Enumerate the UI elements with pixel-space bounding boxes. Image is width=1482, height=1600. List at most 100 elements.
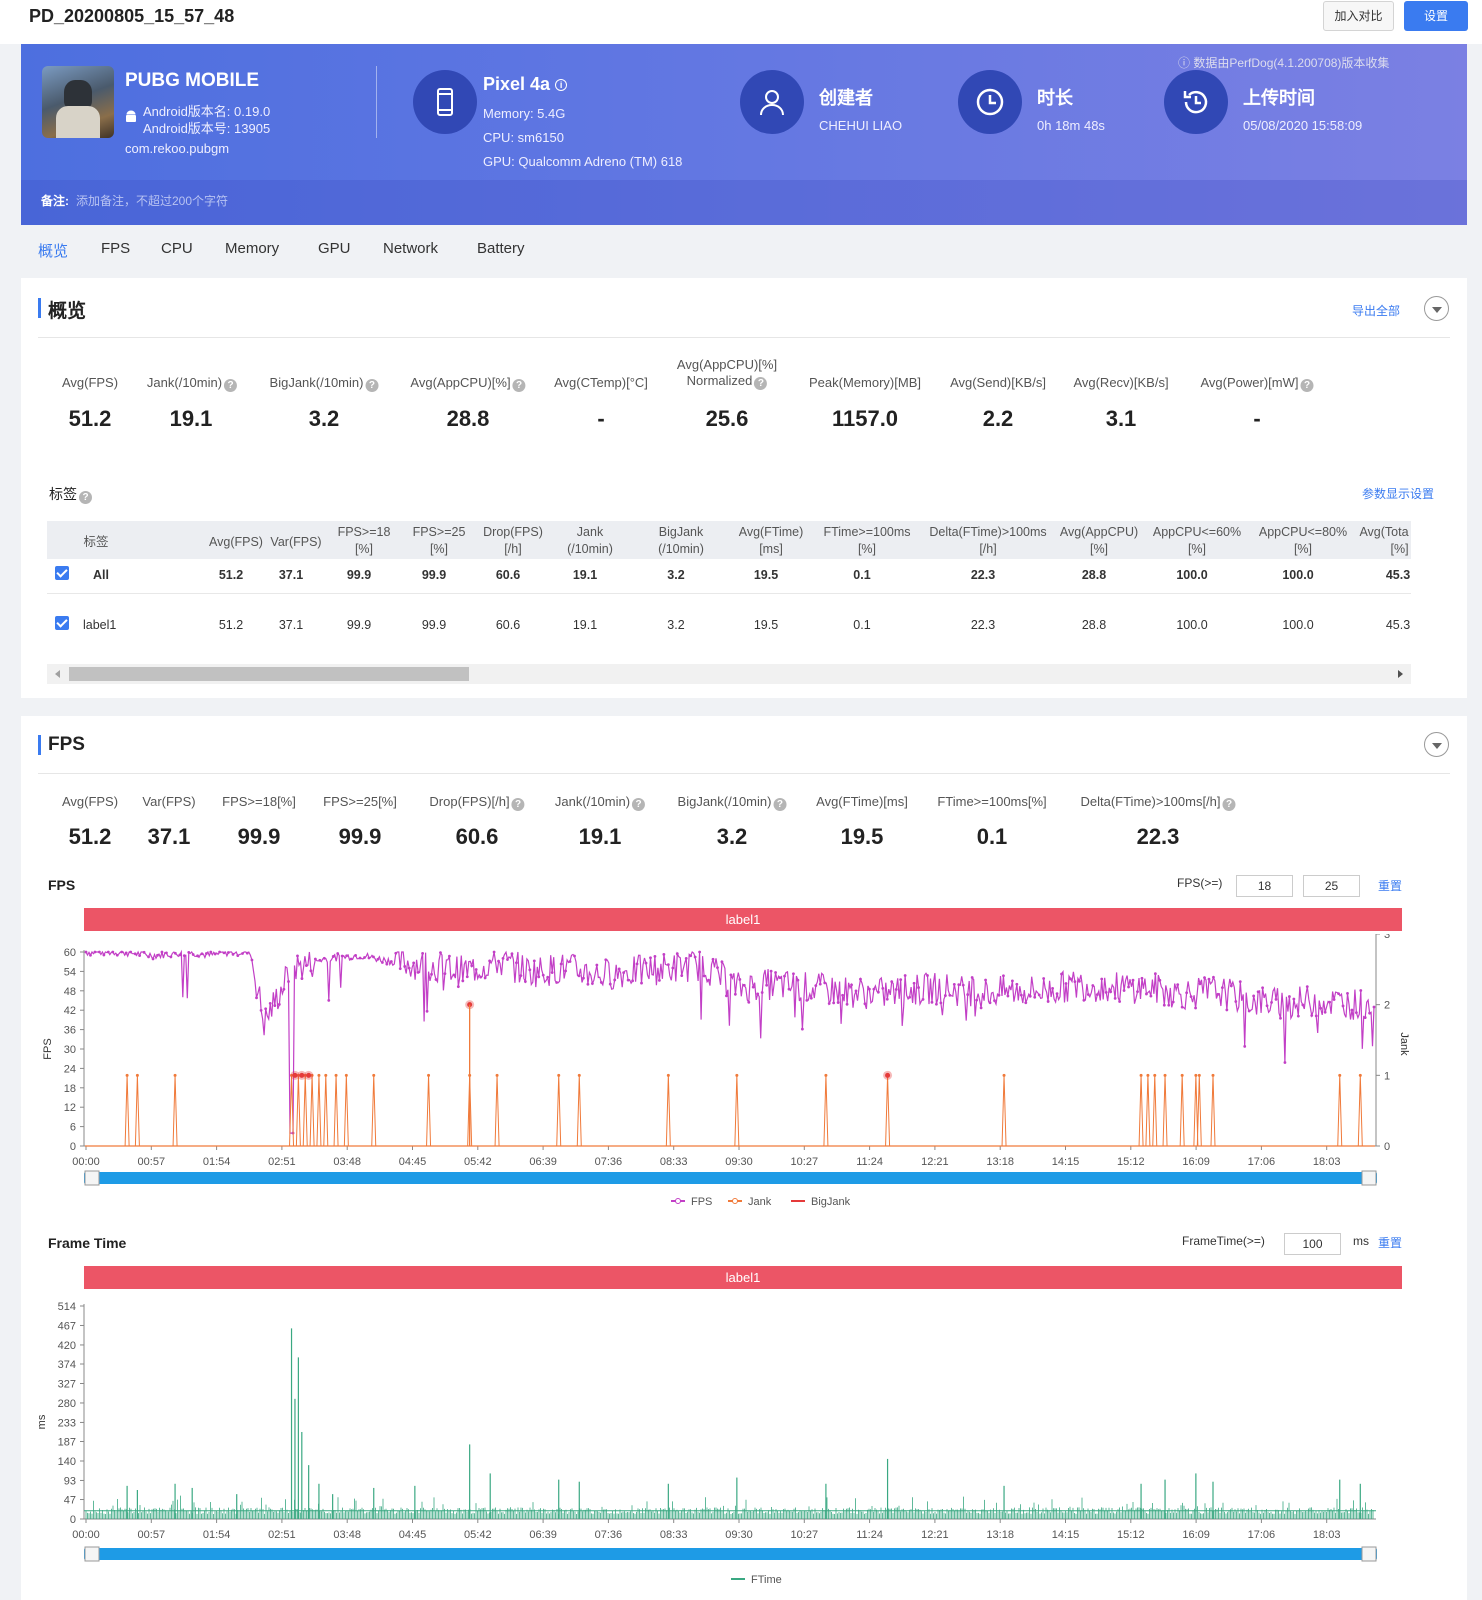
fps-point — [474, 968, 478, 971]
fps-point — [1279, 1016, 1282, 1020]
fps-point — [774, 971, 777, 974]
fps-point — [213, 952, 217, 956]
frametime-threshold-input[interactable]: 100 — [1284, 1233, 1341, 1255]
collapse-toggle-icon[interactable] — [1424, 732, 1449, 757]
device-info-icon[interactable]: i — [555, 79, 568, 91]
help-icon[interactable]: ? — [632, 798, 646, 811]
fps-point — [416, 970, 420, 974]
fps-point — [532, 959, 536, 963]
column-header: Var(FPS) — [270, 535, 322, 549]
x-tick-label: 13:18 — [986, 1156, 1014, 1168]
fps-point — [1176, 983, 1180, 987]
x-tick-label: 16:09 — [1182, 1156, 1210, 1168]
jank-spike — [343, 1075, 349, 1147]
export-all-link[interactable]: 导出全部 — [1352, 304, 1401, 318]
row-divider — [47, 593, 1411, 594]
tab-memory[interactable]: Memory — [225, 240, 280, 257]
y-tick-label: 42 — [64, 1005, 76, 1017]
source-note: ⓘ 数据由PerfDog(4.1.200708)版本收集 — [1178, 56, 1390, 70]
bigjank-marker — [299, 1072, 305, 1078]
x-tick-label: 06:39 — [529, 1156, 557, 1168]
y-tick-label: 514 — [58, 1301, 76, 1313]
fps-point — [729, 973, 733, 977]
fps-point — [389, 960, 393, 963]
help-icon[interactable]: ? — [79, 491, 92, 504]
fps-point — [1203, 976, 1206, 980]
fps-point — [568, 960, 572, 963]
metric-label: Delta(FTime)>100ms[/h]? — [1080, 794, 1236, 811]
fps-point — [483, 976, 487, 980]
fps-point — [671, 966, 675, 970]
tab-network[interactable]: Network — [383, 240, 439, 257]
cell: 100.0 — [1282, 568, 1314, 582]
fps-threshold-1-input[interactable]: 18 — [1236, 875, 1293, 897]
help-icon[interactable]: ? — [773, 798, 787, 811]
fps-point — [1046, 1000, 1050, 1003]
help-icon[interactable]: ? — [754, 377, 768, 390]
fps-point — [658, 978, 661, 982]
collapse-toggle-icon[interactable] — [1424, 296, 1449, 321]
fps-reset-link[interactable]: 重置 — [1378, 879, 1403, 893]
help-icon[interactable]: ? — [1300, 379, 1314, 392]
x-tick-label: 14:15 — [1052, 1156, 1080, 1168]
jank-spike — [1196, 1075, 1202, 1147]
y-tick-label: 0 — [70, 1141, 76, 1153]
table-horizontal-scrollbar[interactable] — [47, 664, 1411, 684]
metric-label: Avg(AppCPU)[%] Normalized? — [676, 357, 778, 390]
fps-point — [988, 1001, 992, 1005]
param-settings-link[interactable]: 参数显示设置 — [1362, 487, 1435, 501]
fps-point — [120, 950, 124, 954]
help-icon[interactable]: ? — [511, 798, 525, 811]
tab-battery[interactable]: Battery — [477, 240, 525, 257]
y-tick-label: 47 — [64, 1495, 76, 1507]
fps-point — [501, 956, 505, 960]
scroll-right-icon[interactable] — [1398, 670, 1403, 678]
fps-point — [1118, 1000, 1122, 1003]
jank-spike — [556, 1075, 562, 1147]
x-tick-label: 11:24 — [856, 1156, 883, 1168]
help-icon[interactable]: ? — [224, 379, 238, 392]
fps-point — [1145, 992, 1148, 996]
jank-point — [1163, 1073, 1167, 1077]
y-tick-label: 6 — [70, 1122, 76, 1134]
jank-spike — [1145, 1075, 1151, 1147]
frametime-label-bar[interactable]: label1 — [84, 1266, 1402, 1289]
fps-point — [1006, 994, 1010, 998]
settings-button[interactable]: 设置 — [1404, 1, 1468, 31]
column-header: FPS>=18 [%] — [337, 525, 391, 556]
frametime-reset-link[interactable]: 重置 — [1378, 1236, 1403, 1250]
fps-label-bar[interactable]: label1 — [84, 908, 1402, 931]
row-checkbox[interactable] — [55, 616, 69, 630]
scroll-left-icon[interactable] — [55, 670, 60, 678]
help-icon[interactable]: ? — [1222, 798, 1236, 811]
fps-point — [1301, 1003, 1305, 1007]
help-icon[interactable]: ? — [512, 379, 526, 392]
fps-point — [182, 954, 186, 958]
add-compare-button[interactable]: 加入对比 — [1323, 1, 1394, 31]
help-icon[interactable]: ? — [365, 379, 379, 392]
x-tick-label: 17:06 — [1248, 1529, 1276, 1541]
y2-tick-label: 2 — [1384, 1000, 1390, 1012]
cell: 51.2 — [218, 568, 244, 582]
fps-point — [331, 955, 335, 958]
fps-point — [850, 983, 853, 987]
tab-cpu[interactable]: CPU — [161, 240, 193, 257]
device-name: Pixel 4a i — [483, 74, 568, 95]
fps-point — [966, 993, 970, 996]
remark-input[interactable]: 添加备注，不超过200个字符 — [76, 194, 229, 208]
jank-spike — [885, 1075, 891, 1147]
tab-fps[interactable]: FPS — [101, 240, 131, 257]
tab-overview[interactable]: 概览 — [38, 243, 69, 260]
fps-point — [872, 987, 876, 991]
scroll-thumb[interactable] — [69, 667, 469, 681]
row-checkbox[interactable] — [55, 566, 69, 580]
fps-point — [296, 954, 299, 958]
column-header: AppCPU<=60% [%] — [1152, 525, 1242, 556]
upload-title: 上传时间 — [1243, 88, 1315, 108]
jank-point — [1358, 1073, 1362, 1077]
column-header: Avg(FTime) [ms] — [738, 525, 804, 556]
metric-label: Avg(FTime)[ms] — [816, 794, 908, 809]
fps-point — [868, 987, 871, 991]
tab-gpu[interactable]: GPU — [318, 240, 351, 257]
fps-threshold-2-input[interactable]: 25 — [1303, 875, 1360, 897]
